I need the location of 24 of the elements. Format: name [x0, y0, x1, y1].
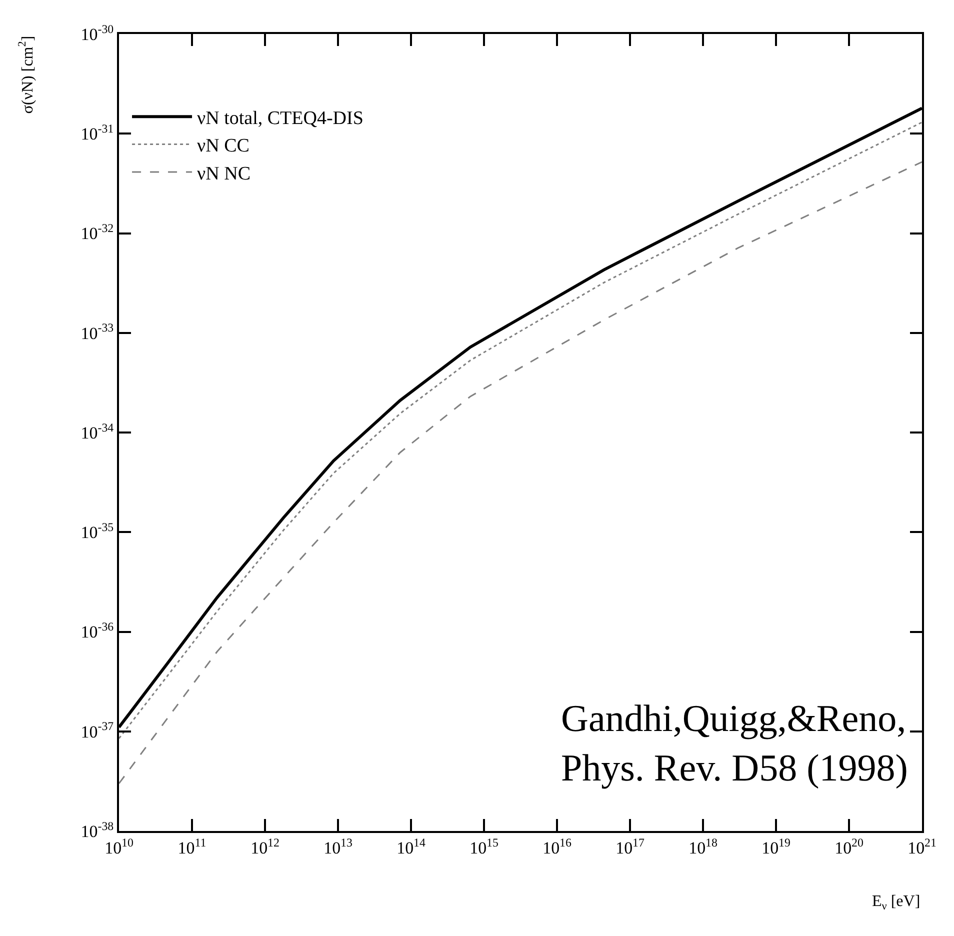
y-tick-label: 10$^{-35}$	[80, 520, 114, 542]
x-tick-label: 10$^{15}$	[470, 835, 498, 858]
x-tick-label: 10$^{13}$	[324, 835, 352, 858]
x-tick-label: 10$^{19}$	[762, 835, 790, 858]
x-tick-label: 10$^{16}$	[542, 835, 572, 858]
y-tick-label: 10$^{-37}$	[80, 719, 114, 742]
x-axis-title: E$_{ν}$ [eV]	[872, 893, 920, 912]
y-tick-label: 10$^{-34}$	[80, 420, 114, 442]
y-tick-label: 10$^{-32}$	[80, 221, 114, 244]
y-tick-label: 10$^{-36}$	[80, 620, 114, 642]
x-tick-label: 10$^{17}$	[616, 835, 644, 858]
x-tick-label: 10$^{21}$	[908, 835, 936, 858]
x-tick-label: 10$^{14}$	[396, 835, 426, 858]
y-tick-label: 10$^{-30}$	[80, 22, 114, 44]
x-tick-label: 10$^{12}$	[250, 835, 280, 858]
y-tick-label: 10$^{-33}$	[80, 320, 114, 343]
x-tick-label: 10$^{11}$	[178, 835, 206, 858]
y-tick-label: 10$^{-31}$	[80, 121, 114, 144]
x-tick-label: 10$^{18}$	[688, 835, 718, 858]
legend-label: νN total, CTEQ4-DIS	[197, 108, 364, 130]
annotation: Gandhi,Quigg,&Reno, Phys. Rev. D58 (1998)	[561, 698, 908, 790]
legend-label: νN CC	[197, 136, 250, 157]
legend-label: νN NC	[197, 163, 250, 184]
x-tick-label: 10$^{20}$	[834, 835, 864, 858]
